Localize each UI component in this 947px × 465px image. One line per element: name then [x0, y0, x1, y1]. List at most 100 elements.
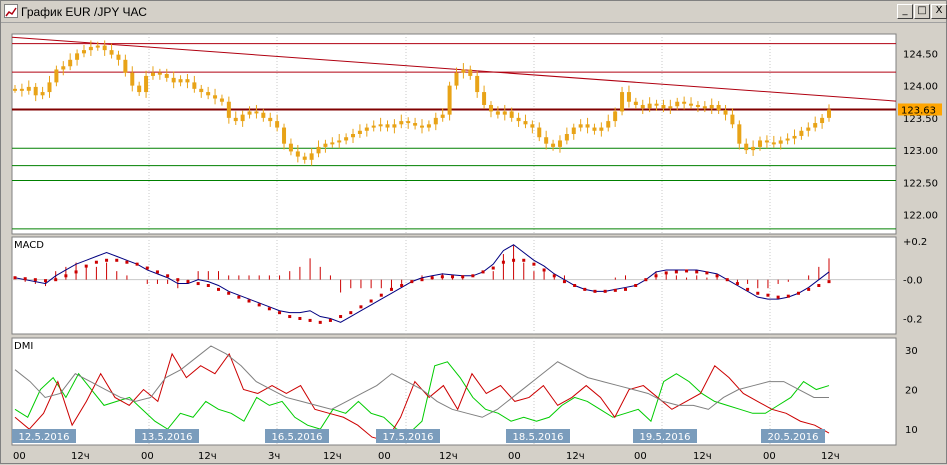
- candle-body: [413, 123, 418, 126]
- signal-point: [430, 276, 434, 280]
- dmi-tick-label: 10: [905, 425, 918, 436]
- signal-point: [125, 260, 129, 264]
- candle-body: [495, 111, 500, 115]
- candle-body: [426, 124, 431, 128]
- candle-body: [592, 127, 597, 131]
- candle-body: [150, 72, 155, 76]
- minimize-button[interactable]: _: [897, 4, 913, 19]
- candle-body: [640, 104, 645, 109]
- signal-point: [145, 266, 149, 270]
- signal-point: [532, 262, 536, 266]
- hour-tick-label: 00: [508, 451, 521, 462]
- candle-body: [613, 111, 618, 122]
- candle-body: [468, 69, 473, 76]
- candle-body: [475, 75, 480, 93]
- candle-body: [764, 140, 769, 143]
- candle-body: [488, 104, 493, 112]
- candle-body: [247, 111, 252, 115]
- candle-body: [564, 134, 569, 141]
- hour-tick-label: 12ч: [71, 451, 90, 462]
- candle-body: [626, 92, 631, 102]
- trend-line: [11, 36, 897, 102]
- candle-body: [806, 127, 811, 131]
- signal-point: [725, 278, 729, 282]
- signal-point: [115, 258, 119, 262]
- signal-point: [359, 305, 363, 309]
- candle-body: [351, 134, 356, 138]
- candle-body: [744, 143, 749, 151]
- current-price-badge: [898, 103, 942, 116]
- candle-body: [40, 92, 45, 96]
- signal-point: [420, 278, 424, 282]
- signal-point: [756, 291, 760, 295]
- candle-body: [75, 53, 80, 60]
- signal-point: [206, 284, 210, 287]
- candle-body: [799, 130, 804, 136]
- candle-body: [585, 124, 590, 128]
- candle-body: [282, 127, 287, 144]
- adx-line: [14, 345, 829, 418]
- candle-body: [371, 125, 376, 128]
- signal-point: [501, 260, 505, 264]
- signal-point: [135, 262, 139, 266]
- maximize-button[interactable]: □: [914, 4, 930, 19]
- signal-point: [542, 268, 546, 272]
- price-tick-label: 122.00: [903, 211, 938, 222]
- signal-point: [613, 288, 617, 292]
- candle-body: [723, 110, 728, 115]
- candle-body: [482, 92, 487, 105]
- signal-point: [64, 274, 68, 278]
- candle-body: [206, 92, 211, 96]
- candle-body: [61, 66, 66, 70]
- signal-point: [318, 320, 322, 324]
- candle-body: [792, 135, 797, 139]
- signal-point: [807, 287, 811, 291]
- signal-point: [349, 311, 353, 315]
- signal-point: [33, 278, 37, 282]
- candle-body: [433, 117, 438, 125]
- candle-body: [378, 124, 383, 127]
- macd-title: MACD: [14, 240, 44, 251]
- date-badge: [376, 429, 440, 443]
- candle-body: [88, 46, 93, 51]
- candle-body: [661, 104, 666, 109]
- close-button[interactable]: X: [931, 4, 947, 19]
- candle-body: [137, 85, 142, 93]
- candle-body: [116, 54, 121, 60]
- candle-body: [544, 137, 549, 144]
- candle-body: [751, 146, 756, 151]
- candle-body: [523, 121, 528, 125]
- candle-body: [323, 143, 328, 147]
- candle-body: [68, 59, 73, 67]
- signal-point: [369, 299, 373, 303]
- candle-body: [695, 104, 700, 107]
- hour-tick-label: 12ч: [323, 451, 342, 462]
- date-label: 18.5.2016: [513, 432, 564, 443]
- signal-point: [817, 284, 821, 287]
- hour-tick-label: 12ч: [566, 451, 585, 462]
- signal-point: [522, 258, 526, 262]
- candle-body: [654, 103, 659, 106]
- candle-body: [785, 138, 790, 141]
- signal-point: [74, 270, 78, 274]
- signal-point: [796, 291, 800, 295]
- candle-body: [385, 124, 390, 128]
- candle-body: [213, 95, 218, 99]
- signal-point: [451, 275, 455, 279]
- signal-point: [166, 274, 170, 278]
- date-badge: [761, 429, 825, 443]
- candle-body: [199, 88, 204, 93]
- signal-point: [54, 278, 58, 282]
- signal-point: [257, 303, 261, 307]
- hour-tick-label: 12ч: [821, 451, 840, 462]
- candle-body: [454, 72, 459, 86]
- signal-point: [267, 307, 271, 311]
- candle-body: [420, 125, 424, 128]
- candle-body: [557, 140, 562, 147]
- signal-point: [471, 274, 475, 278]
- candle-body: [647, 103, 652, 109]
- signal-point: [766, 293, 770, 297]
- signal-point: [603, 289, 607, 293]
- signal-point: [664, 271, 668, 275]
